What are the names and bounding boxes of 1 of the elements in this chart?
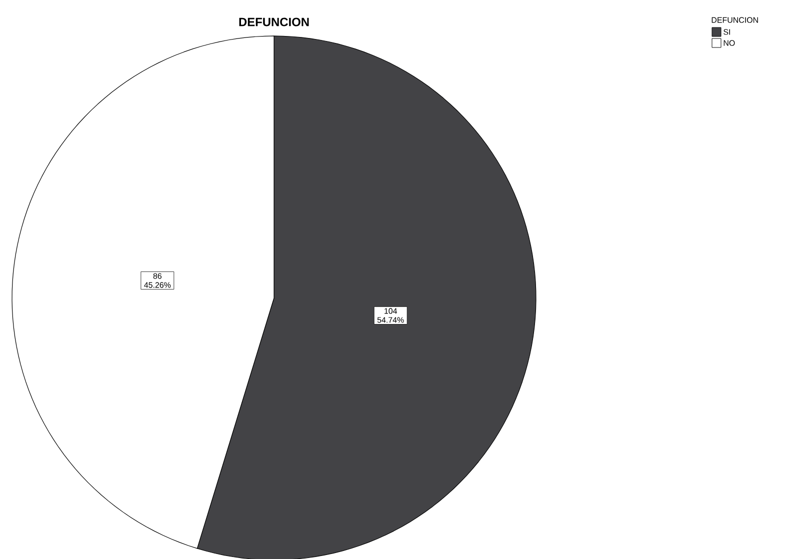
chart-title: DEFUNCION (239, 18, 309, 26)
